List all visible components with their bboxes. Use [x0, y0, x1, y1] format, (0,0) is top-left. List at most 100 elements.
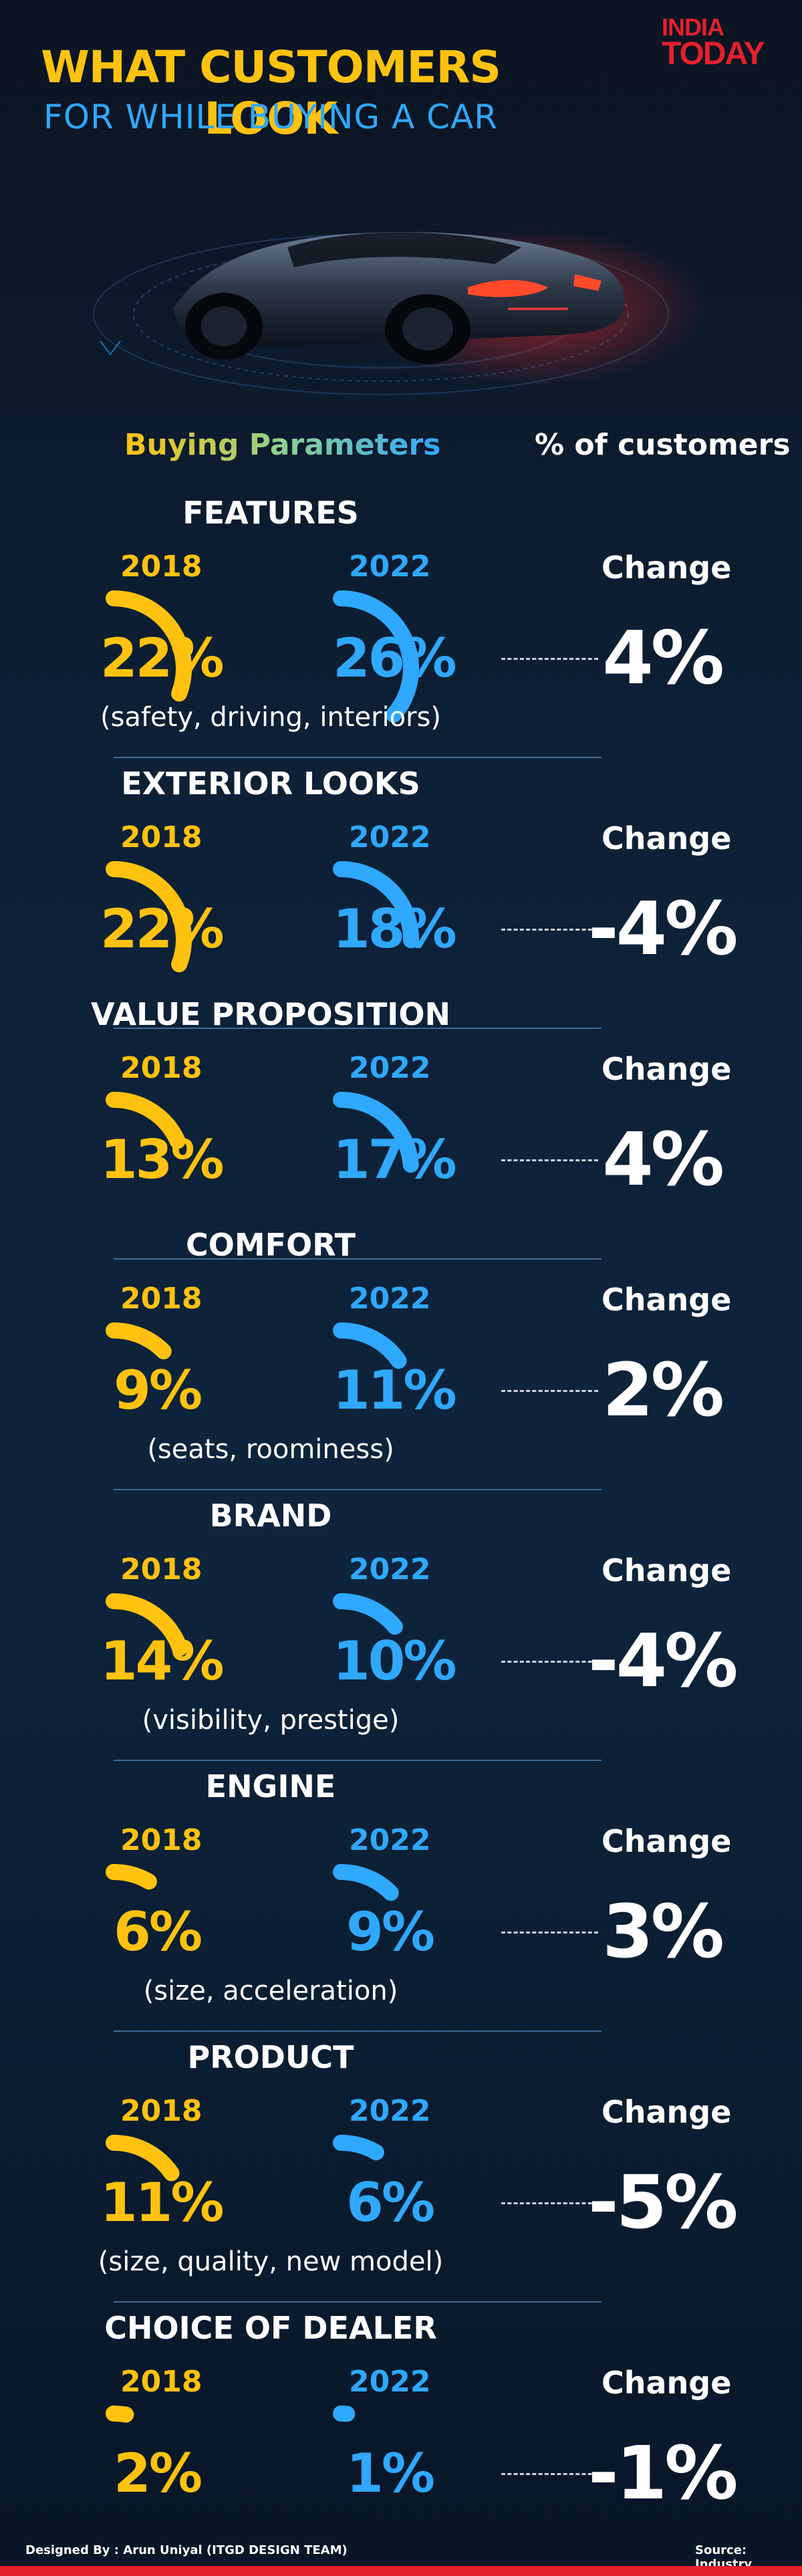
value-2018: 6% — [114, 1901, 203, 1963]
dashed-connector — [501, 1931, 598, 1934]
section-divider — [114, 1028, 602, 1029]
designer-credit: Designed By : Arun Uniyal (ITGD DESIGN T… — [25, 2543, 348, 2557]
footer-red-bar — [0, 2566, 802, 2576]
dashed-connector — [501, 658, 598, 660]
gauge-mark-2022 — [333, 2135, 384, 2161]
value-2022: 11% — [333, 1359, 456, 1421]
gauge-arc-2018 — [94, 588, 254, 749]
parameter-title: PRODUCT — [187, 2039, 354, 2075]
parameter-section: FEATURES 2018 2022 Change 22% 26% 4% (safety, d… — [0, 495, 802, 765]
section-divider — [114, 1258, 602, 1260]
dashed-connector — [501, 1159, 598, 1161]
parameter-section: EXTERIOR LOOKS 2018 2022 Change 22% 18% -4% — [0, 766, 802, 1036]
parameter-title: COMFORT — [186, 1227, 356, 1263]
gauge-mark-2018 — [106, 1322, 172, 1360]
parameter-description: (size, quality, new model) — [98, 2246, 444, 2277]
year-label-2018: 2018 — [120, 550, 203, 584]
section-divider — [114, 1760, 602, 1761]
section-divider — [114, 2301, 602, 2303]
parameter-title: FEATURES — [182, 495, 359, 531]
gauge-mark-2022 — [333, 1593, 403, 1635]
value-2022: 17% — [333, 1129, 456, 1191]
year-label-2018: 2018 — [120, 1282, 203, 1316]
value-2018: 22% — [100, 627, 224, 689]
gauge-arc-2022 — [321, 588, 481, 749]
parameter-description: (safety, driving, interiors) — [100, 702, 442, 733]
india-today-logo: INDIA TODAY — [662, 13, 782, 72]
gauge-mark-2022 — [333, 861, 420, 949]
year-label-2022: 2022 — [349, 2365, 431, 2399]
gauge-mark-2022 — [333, 1322, 407, 1369]
value-2018: 22% — [100, 898, 224, 960]
parameter-section: BRAND 2018 2022 Change 14% 10% -4% (visibility,… — [0, 1498, 802, 1768]
value-2018: 13% — [100, 1129, 224, 1191]
section-divider — [114, 2030, 602, 2032]
gauge-arc-2018 — [94, 1862, 254, 2022]
year-label-2022: 2022 — [349, 1823, 431, 1857]
year-label-2018: 2018 — [120, 2365, 203, 2399]
gauge-mark-2018 — [106, 1593, 188, 1657]
dashed-connector — [501, 2473, 598, 2475]
year-label-2022: 2022 — [349, 1282, 431, 1316]
parameter-title: EXTERIOR LOOKS — [121, 766, 420, 802]
gauge-mark-2022 — [333, 1092, 419, 1173]
change-value: -4% — [588, 886, 738, 971]
gauge-mark-2018 — [106, 590, 192, 702]
gauge-mark-2018 — [106, 861, 192, 973]
parameter-section: ENGINE 2018 2022 Change 6% 9% 3% (size, acceler… — [0, 1768, 802, 2038]
gauge-mark-2022 — [333, 1864, 399, 1901]
gauge-arc-2018 — [94, 1090, 254, 1250]
parameter-description: (visibility, prestige) — [142, 1705, 400, 1736]
value-2018: 14% — [100, 1630, 224, 1692]
gauge-arc-2018 — [94, 859, 254, 1020]
gauge-mark-2018 — [106, 1092, 186, 1149]
change-label: Change — [602, 2094, 732, 2130]
change-value: 4% — [602, 1117, 724, 1202]
gauge-mark-2022 — [333, 590, 419, 723]
parameter-section: COMFORT 2018 2022 Change 9% 11% 2% (seats, room… — [0, 1227, 802, 1497]
change-value: 3% — [602, 1889, 724, 1974]
gauge-arc-2022 — [321, 2133, 481, 2293]
change-label: Change — [602, 550, 732, 586]
gauge-mark-2018 — [106, 2134, 180, 2182]
year-label-2018: 2018 — [120, 1552, 203, 1587]
dashed-connector — [501, 2202, 598, 2204]
value-2022: 18% — [333, 898, 456, 960]
gauge-mark-2018 — [106, 2405, 134, 2423]
year-label-2022: 2022 — [349, 820, 431, 854]
value-2022: 10% — [333, 1630, 456, 1692]
gauge-arc-2022 — [321, 1591, 481, 1752]
section-divider — [114, 757, 602, 758]
title-line-2: FOR WHILE BUYING A CAR — [43, 98, 499, 136]
parameter-description: (size, acceleration) — [143, 1976, 398, 2006]
change-label: Change — [602, 1282, 732, 1318]
parameter-title: BRAND — [209, 1498, 332, 1534]
change-value: -4% — [588, 1618, 738, 1704]
change-label: Change — [602, 820, 732, 856]
year-label-2018: 2018 — [120, 2094, 203, 2128]
year-label-2022: 2022 — [349, 1051, 431, 1085]
parameter-description: (seats, roominess) — [147, 1434, 394, 1465]
gauge-arc-2018 — [94, 1320, 254, 1481]
change-label: Change — [602, 1051, 732, 1087]
logo-line-2: TODAY — [662, 36, 765, 72]
parameter-title: VALUE PROPOSITION — [91, 996, 450, 1032]
header-percent-customers: % of customers — [535, 428, 791, 462]
value-2022: 9% — [346, 1901, 435, 1963]
gauge-arc-2022 — [321, 1320, 481, 1481]
gauge-arc-2022 — [321, 1862, 481, 2022]
change-value: -5% — [588, 2159, 738, 2245]
value-2022: 1% — [346, 2442, 435, 2504]
parameter-section: PRODUCT 2018 2022 Change 11% 6% -5% (size, qual… — [0, 2039, 802, 2309]
gauge-arc-2022 — [321, 1090, 481, 1250]
change-value: 2% — [602, 1347, 724, 1433]
title-line-1: WHAT CUSTOMERS LOOK — [41, 41, 501, 144]
year-label-2018: 2018 — [120, 820, 203, 854]
value-2022: 26% — [333, 627, 456, 689]
change-value: 4% — [602, 615, 724, 701]
gauge-arc-2018 — [94, 2404, 254, 2564]
change-label: Change — [602, 1823, 732, 1859]
logo-line-1: INDIA — [662, 13, 724, 41]
gauge-arc-2022 — [321, 2404, 481, 2564]
year-label-2022: 2022 — [349, 1552, 431, 1587]
